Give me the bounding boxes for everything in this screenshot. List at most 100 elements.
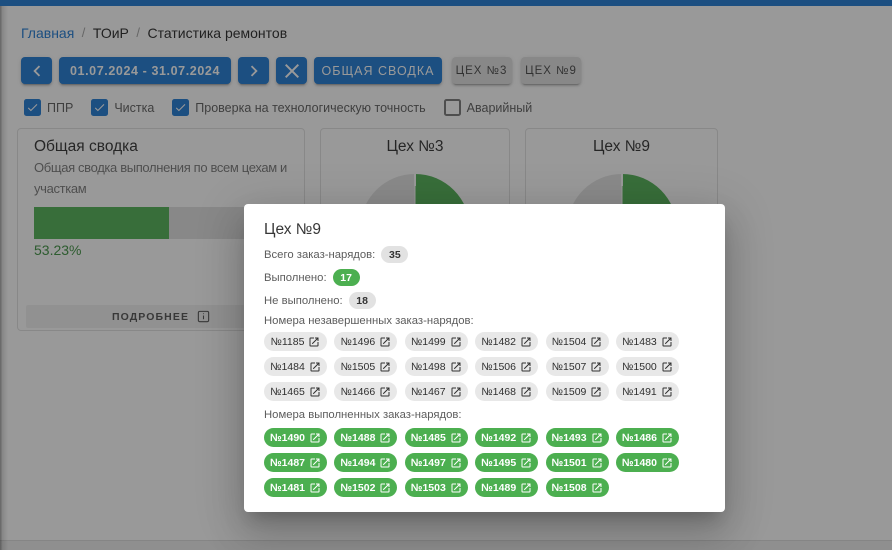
open-in-new-icon <box>592 433 602 442</box>
toolbar: 01.07.2024 - 31.07.2024 ОБЩАЯ СВОДКА ЦЕХ … <box>21 57 868 84</box>
completed-order-chip[interactable]: №1480 <box>615 453 679 472</box>
order-number: №1468 <box>481 385 516 398</box>
open-in-new-icon <box>310 387 320 396</box>
breadcrumb: Главная / ТОиР / Статистика ремонтов <box>21 23 868 43</box>
summary-card-subtitle: Общая сводка выполнения по всем цехам и … <box>34 160 287 196</box>
open-in-new-icon <box>309 337 319 346</box>
order-number: №1497 <box>410 456 446 469</box>
unfinished-order-chip[interactable]: №1507 <box>545 357 609 376</box>
unfinished-order-chip[interactable]: №1506 <box>475 357 539 376</box>
completed-order-chip[interactable]: №1490 <box>264 428 327 447</box>
order-number: №1483 <box>622 335 657 348</box>
open-in-new-icon <box>591 387 601 396</box>
unfinished-order-chip[interactable]: №1498 <box>404 357 468 376</box>
open-in-new-icon <box>521 483 531 492</box>
shop-3-card-title: Цех №3 <box>386 138 444 155</box>
open-in-new-icon <box>451 458 461 467</box>
order-number: №1487 <box>269 456 306 469</box>
completed-order-chip[interactable]: №1487 <box>264 453 327 472</box>
completed-orders-label: Номера выполненных заказ-нарядов: <box>264 409 462 421</box>
checkmark-icon <box>95 104 105 112</box>
unfinished-order-chip[interactable]: №1467 <box>404 382 468 401</box>
tab-shop-3[interactable]: ЦЕХ №3 <box>451 57 512 84</box>
breadcrumb-item[interactable]: Главная <box>21 25 75 41</box>
order-number: №1502 <box>340 481 376 494</box>
completed-order-chip[interactable]: №1497 <box>404 453 468 472</box>
date-range-button[interactable]: 01.07.2024 - 31.07.2024 <box>59 57 231 84</box>
stat-row: Всего заказ-нарядов: 35 <box>264 246 705 263</box>
modal-stats: Всего заказ-нарядов: 35 Выполнено: 17 Не вып… <box>264 246 705 309</box>
open-in-new-icon <box>662 387 672 396</box>
completed-order-chip[interactable]: №1502 <box>334 478 398 497</box>
unfinished-order-chip[interactable]: №1185 <box>264 332 327 351</box>
app-top-bar <box>0 0 892 6</box>
completed-order-chip[interactable]: №1492 <box>475 428 539 447</box>
filter-unchecked[interactable]: Аварийный <box>443 99 532 116</box>
unfinished-order-chip[interactable]: №1496 <box>334 332 398 351</box>
unfinished-order-chip[interactable]: №1484 <box>264 357 327 376</box>
completed-order-chip[interactable]: №1489 <box>475 478 539 497</box>
unfinished-order-chip[interactable]: №1465 <box>264 382 327 401</box>
completed-order-chip[interactable]: №1481 <box>264 478 327 497</box>
open-in-new-icon <box>380 433 390 442</box>
unfinished-order-chip[interactable]: №1483 <box>615 332 679 351</box>
filter-checked[interactable]: Чистка <box>91 99 154 116</box>
open-in-new-icon <box>380 387 390 396</box>
shop-9-card-title: Цех №9 <box>592 138 651 155</box>
filter-checked[interactable]: Проверка на технологическую точность <box>172 99 426 116</box>
unfinished-orders-label: Номера незавершенных заказ-нарядов: <box>264 315 474 327</box>
order-number: №1480 <box>621 456 657 469</box>
order-number: №1496 <box>340 335 376 348</box>
order-number: №1482 <box>481 335 516 348</box>
order-number: №1481 <box>269 481 306 494</box>
completed-order-chip[interactable]: №1501 <box>545 453 609 472</box>
open-in-new-icon <box>521 458 531 467</box>
order-number: №1498 <box>410 360 446 373</box>
checkbox-checked-icon[interactable] <box>24 99 41 116</box>
stat-label: Всего заказ-нарядов: <box>264 248 376 261</box>
checkmark-icon <box>176 104 186 112</box>
order-number: №1503 <box>410 481 446 494</box>
open-in-new-icon <box>662 362 672 371</box>
unfinished-order-chip[interactable]: №1500 <box>615 357 679 376</box>
open-in-new-icon <box>662 433 672 442</box>
open-in-new-icon <box>451 362 461 371</box>
completed-order-chip[interactable]: №1495 <box>475 453 539 472</box>
open-in-new-icon <box>310 362 320 371</box>
completed-order-chip[interactable]: №1485 <box>404 428 468 447</box>
unfinished-order-chip[interactable]: №1504 <box>545 332 609 351</box>
completed-order-chip[interactable]: №1508 <box>545 478 609 497</box>
breadcrumb-separator: / <box>81 25 86 40</box>
completed-order-chip[interactable]: №1494 <box>334 453 398 472</box>
unfinished-order-chip[interactable]: №1509 <box>545 382 609 401</box>
filters-row: ППР Чистка Проверка на технологическую точ… <box>24 99 868 116</box>
tab-shop-9[interactable]: ЦЕХ №9 <box>521 57 581 84</box>
order-number: №1486 <box>621 431 657 444</box>
completed-orders-list: №1490 №1488 №1485 №1492 №1493 №1486 №1487 №1494… <box>264 428 705 497</box>
next-period-button[interactable] <box>238 57 269 84</box>
stat-row: Не выполнено: 18 <box>264 292 705 309</box>
open-in-new-icon <box>310 483 320 492</box>
open-in-new-icon <box>451 433 461 442</box>
unfinished-order-chip[interactable]: №1491 <box>615 382 679 401</box>
completed-order-chip[interactable]: №1488 <box>334 428 398 447</box>
prev-period-button[interactable] <box>21 57 52 84</box>
unfinished-order-chip[interactable]: №1499 <box>404 332 468 351</box>
unfinished-order-chip[interactable]: №1468 <box>475 382 539 401</box>
completed-order-chip[interactable]: №1486 <box>615 428 679 447</box>
unfinished-order-chip[interactable]: №1482 <box>475 332 539 351</box>
tab-summary[interactable]: ОБЩАЯ СВОДКА <box>314 57 442 84</box>
unfinished-order-chip[interactable]: №1466 <box>334 382 398 401</box>
breadcrumb-item: ТОиР <box>92 25 129 41</box>
completed-order-chip[interactable]: №1503 <box>404 478 468 497</box>
checkbox-checked-icon[interactable] <box>172 99 190 116</box>
filter-checked[interactable]: ППР <box>24 99 73 116</box>
checkbox-unchecked-icon[interactable] <box>443 99 461 116</box>
details-button[interactable]: ПОДРОБНЕЕ <box>26 305 296 328</box>
checkbox-checked-icon[interactable] <box>91 99 109 116</box>
completed-order-chip[interactable]: №1493 <box>545 428 609 447</box>
unfinished-order-chip[interactable]: №1505 <box>334 357 398 376</box>
open-in-new-icon <box>451 337 461 346</box>
order-number: №1507 <box>551 360 587 373</box>
clear-period-button[interactable] <box>276 57 307 84</box>
